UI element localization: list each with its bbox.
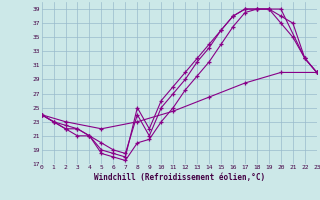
X-axis label: Windchill (Refroidissement éolien,°C): Windchill (Refroidissement éolien,°C) xyxy=(94,173,265,182)
